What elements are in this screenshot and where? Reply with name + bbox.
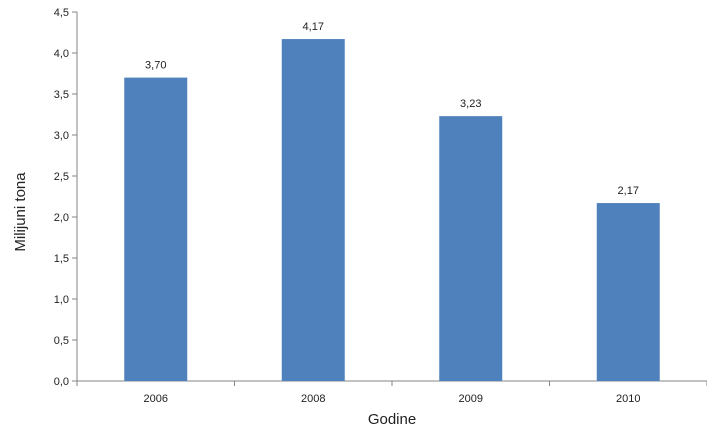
y-tick-label: 3,0 xyxy=(54,130,69,142)
y-tick-label: 1,0 xyxy=(54,294,69,306)
data-label-2008: 4,17 xyxy=(303,21,324,33)
x-tick-label-2008: 2008 xyxy=(301,393,325,405)
y-tick-label: 0,0 xyxy=(54,376,69,388)
x-axis-title: Godine xyxy=(368,411,416,427)
bar-series xyxy=(124,39,660,382)
data-label-2010: 2,17 xyxy=(618,185,639,197)
y-tick-label: 2,0 xyxy=(54,212,69,224)
y-tick-label: 3,5 xyxy=(54,89,69,101)
x-axis: 2006 2008 2009 2010 xyxy=(76,380,707,405)
y-tick-label: 2,5 xyxy=(54,171,69,183)
bar-2010 xyxy=(596,203,660,381)
y-axis: 0,0 0,5 1,0 1,5 2,0 2,5 3,0 3,5 4,0 4,5 xyxy=(54,7,78,388)
x-tick-label-2010: 2010 xyxy=(616,393,640,405)
bar-2009 xyxy=(439,116,503,381)
bar-2006 xyxy=(124,77,188,381)
y-tick-label: 1,5 xyxy=(54,253,69,265)
x-tick-label-2009: 2009 xyxy=(459,393,483,405)
x-tick-label-2006: 2006 xyxy=(144,393,168,405)
y-tick-label: 4,5 xyxy=(54,7,69,19)
y-axis-title: Milijuni tona xyxy=(12,172,29,252)
y-tick-label: 4,0 xyxy=(54,48,69,60)
data-label-2009: 3,23 xyxy=(460,98,481,110)
data-labels: 3,70 4,17 3,23 2,17 xyxy=(145,21,639,197)
data-label-2006: 3,70 xyxy=(145,60,166,72)
y-tick-label: 0,5 xyxy=(54,335,69,347)
bar-2008 xyxy=(281,39,345,382)
